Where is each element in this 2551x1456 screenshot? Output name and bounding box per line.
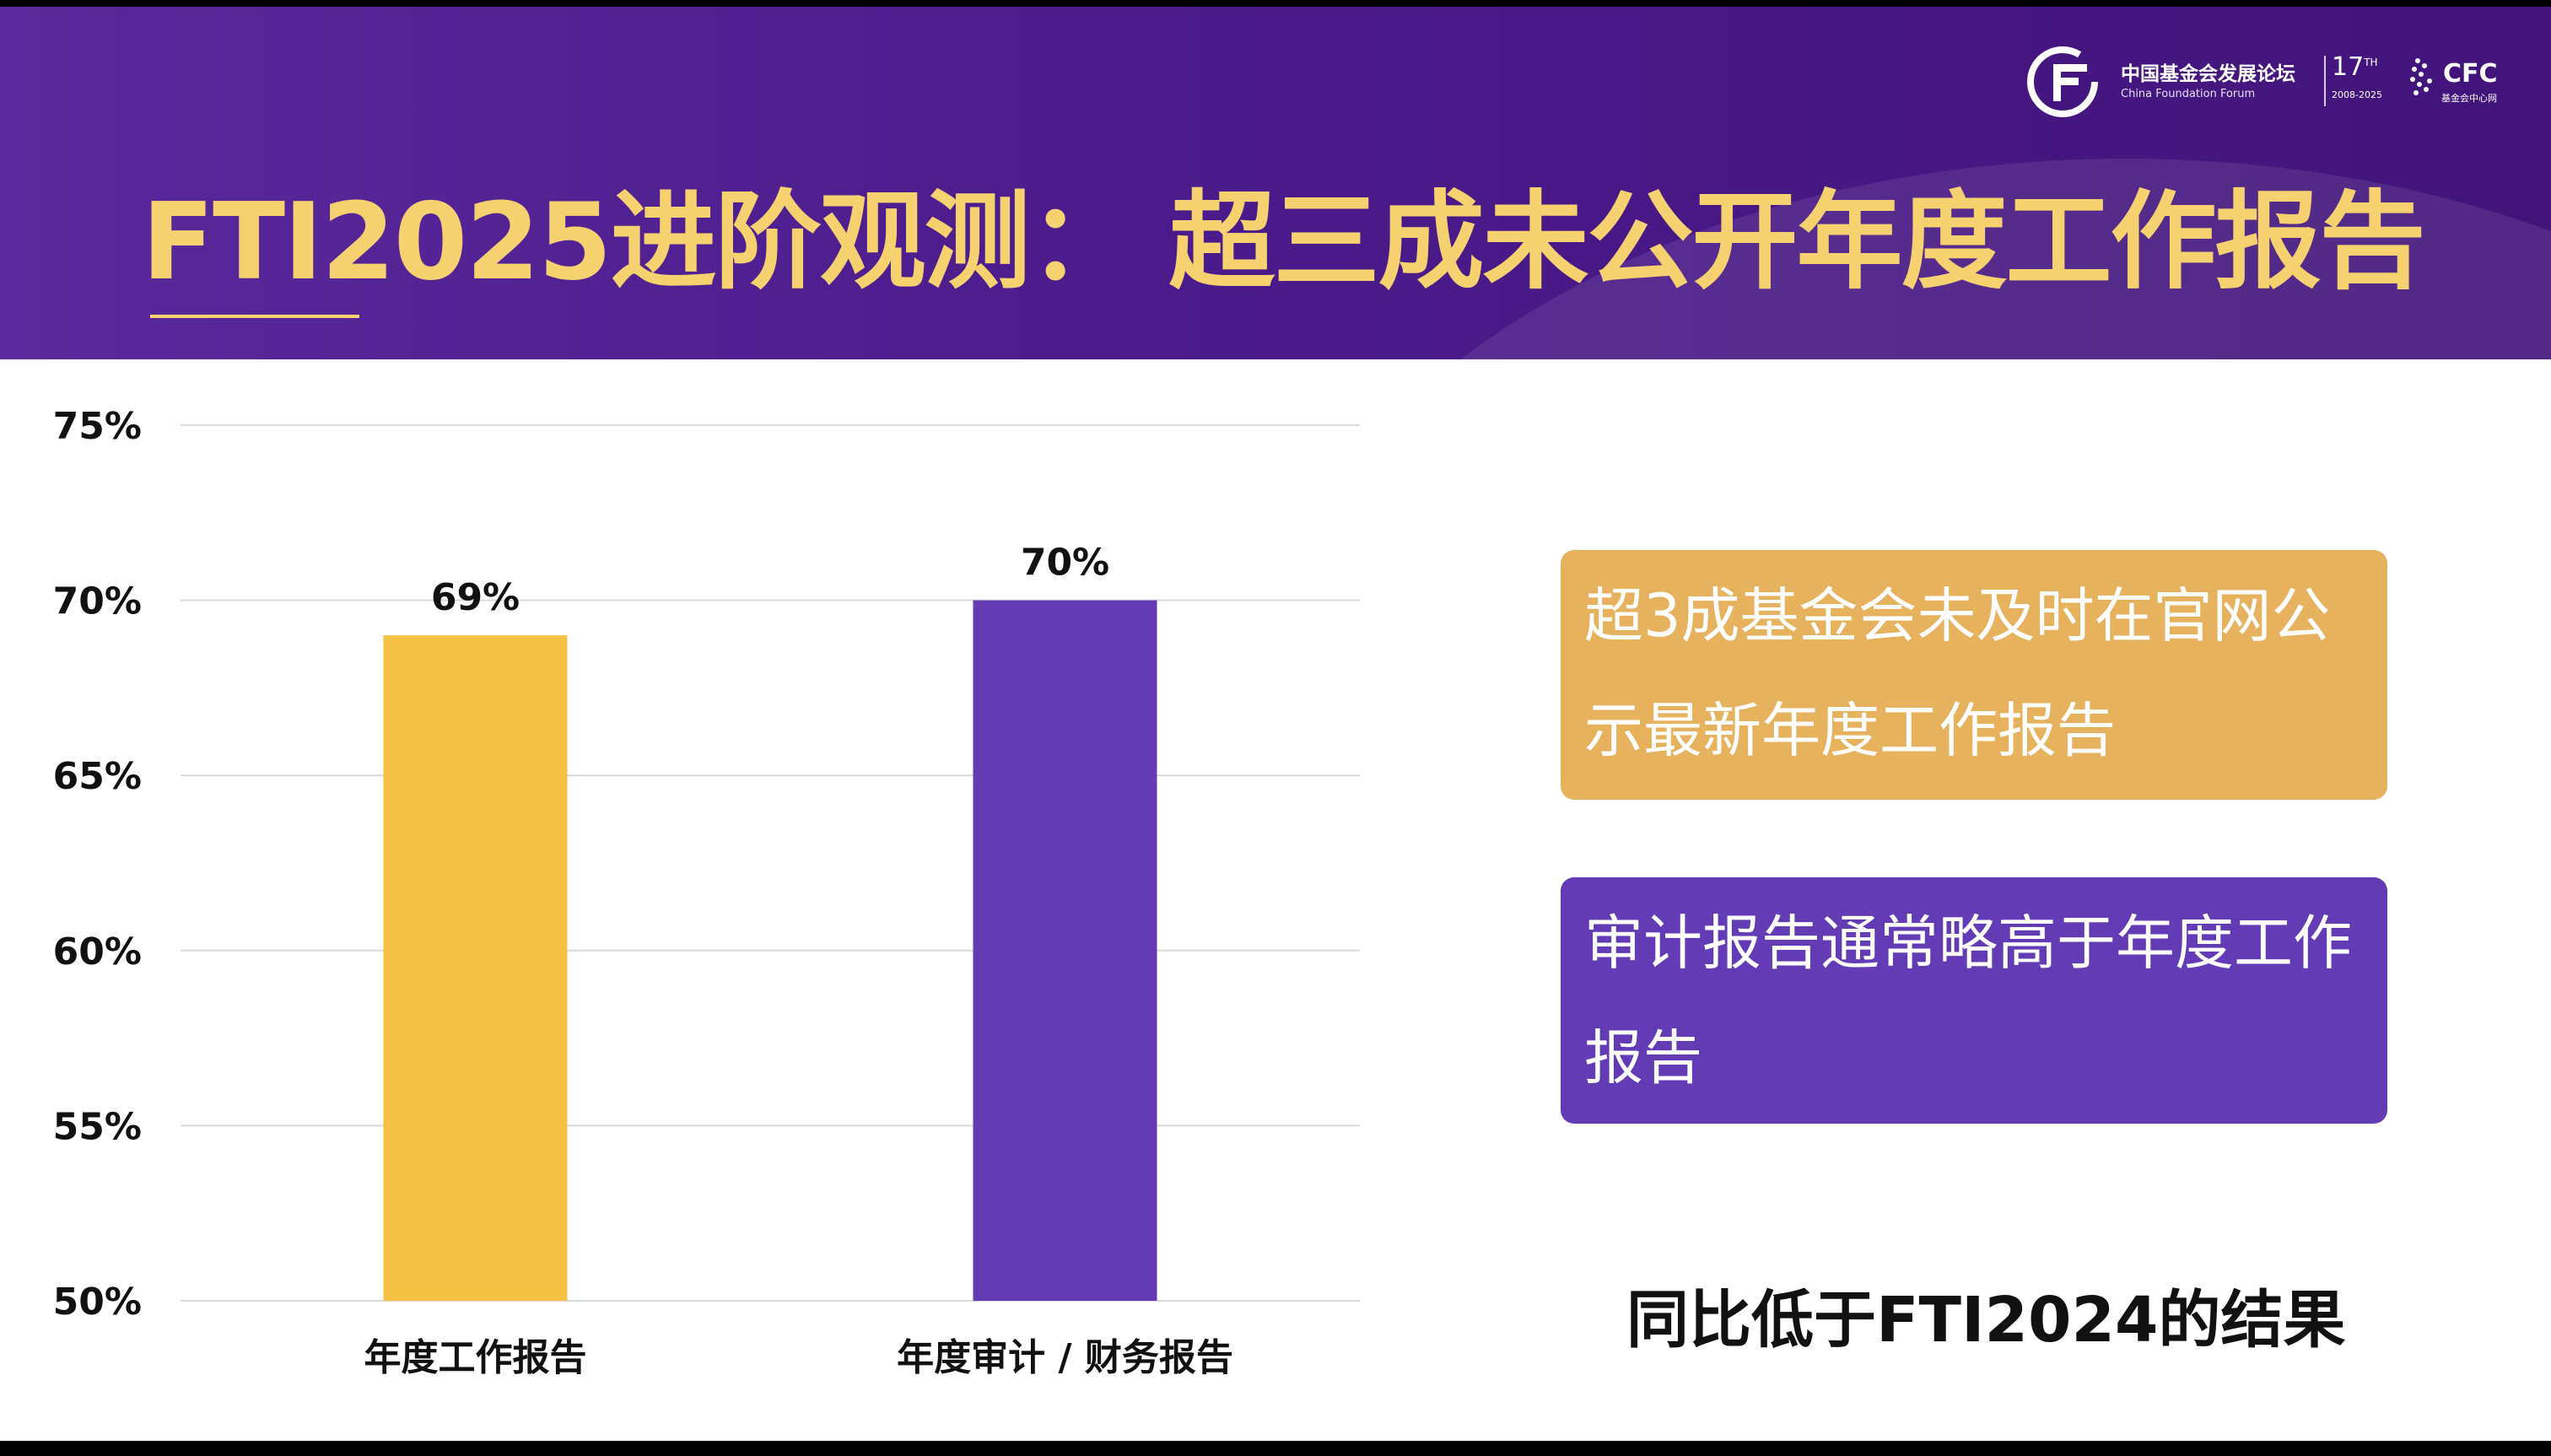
forum-edition-number: 17 xyxy=(2332,52,2365,82)
cfc-logo-icon xyxy=(2410,58,2432,95)
forum-years: 2008-2025 xyxy=(2332,89,2382,100)
bar xyxy=(973,600,1157,1301)
logo-separator xyxy=(2324,56,2326,106)
category-label: 年度工作报告 xyxy=(364,1336,587,1379)
y-tick-label: 50% xyxy=(53,1281,142,1324)
y-tick-label: 60% xyxy=(53,930,142,973)
top-border xyxy=(0,0,2551,7)
bar-chart: 50% 55% 60% 65% 70% 75% 69% 年度工作报告 70% 年度审计 / 财务报… xyxy=(53,405,1360,1379)
forum-name-en: China Foundation Forum xyxy=(2121,88,2256,100)
title-underline xyxy=(150,315,359,318)
note-box-audit: 审计报告通常略高于年度工作报告 xyxy=(1561,877,2387,1124)
header-banner xyxy=(0,7,2551,359)
bottom-border xyxy=(0,1441,2551,1456)
cfc-logo-text: CFC xyxy=(2443,59,2498,89)
category-label: 年度审计 / 财务报告 xyxy=(897,1336,1233,1379)
data-label: 69% xyxy=(431,576,520,619)
y-tick-label: 55% xyxy=(53,1105,142,1148)
data-label: 70% xyxy=(1021,542,1109,585)
y-tick-label: 75% xyxy=(53,405,142,448)
page-title: FTI2025进阶观测： 超三成未公开年度工作报告 xyxy=(142,180,2425,304)
note-box-unpublished: 超3成基金会未及时在官网公示最新年度工作报告 xyxy=(1561,550,2387,800)
forum-edition: 17TH xyxy=(2332,52,2378,82)
y-tick-label: 70% xyxy=(53,580,142,623)
bar xyxy=(383,635,568,1301)
conclusion-text: 同比低于FTI2024的结果 xyxy=(1626,1284,2346,1356)
cfc-logo-subtext: 基金会中心网 xyxy=(2441,93,2497,104)
y-tick-label: 65% xyxy=(53,755,142,798)
cff-logo-icon xyxy=(2027,46,2098,117)
forum-name-cn: 中国基金会发展论坛 xyxy=(2121,63,2295,85)
forum-edition-suffix: TH xyxy=(2364,57,2378,68)
